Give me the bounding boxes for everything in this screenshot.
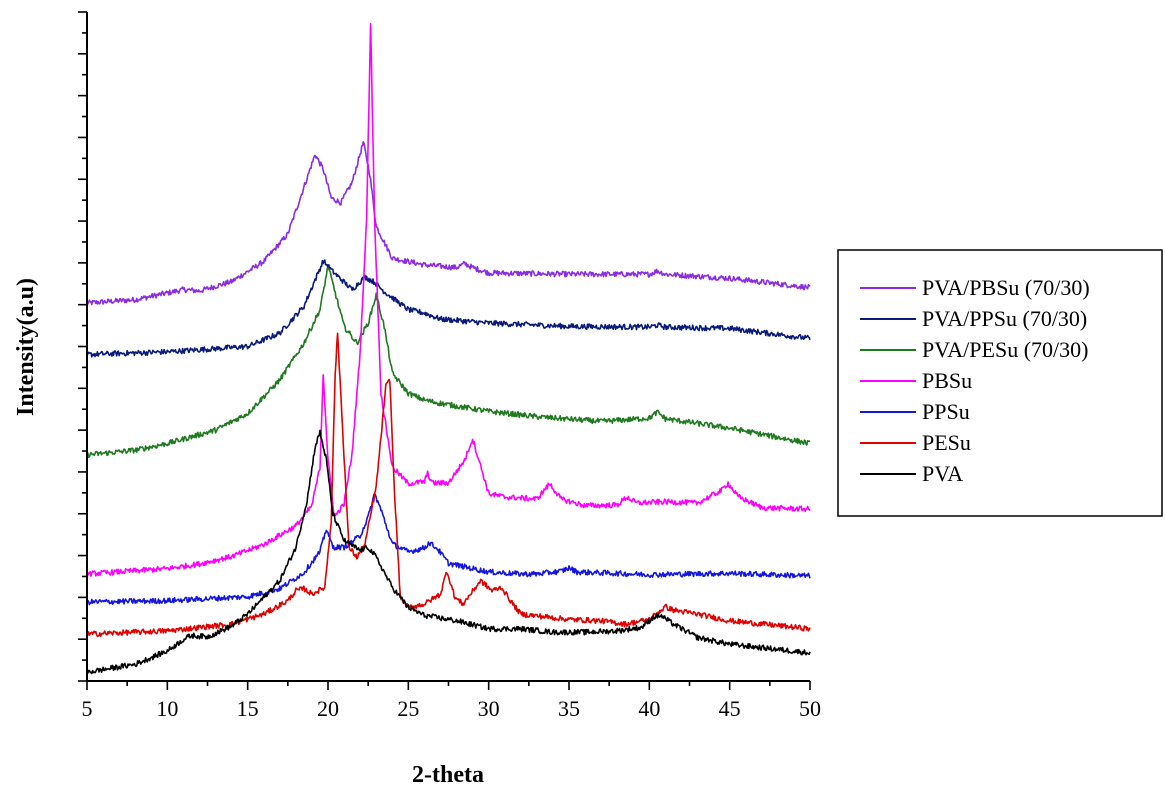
x-tick-label: 20 (317, 696, 339, 721)
legend-label: PBSu (922, 368, 972, 393)
x-tick-labels: 5 10 15 20 25 30 35 40 45 50 (82, 696, 822, 721)
x-axis-title: 2-theta (412, 762, 484, 785)
series-line-7 (86, 429, 811, 675)
legend-label: PVA/PESu (70/30) (922, 337, 1088, 362)
legend-label: PVA/PBSu (70/30) (922, 275, 1090, 300)
x-tick-label: 35 (558, 696, 580, 721)
legend-items: PVA/PBSu (70/30) PVA/PPSu (70/30) PVA/PESu… (860, 275, 1090, 486)
series-line-5 (86, 492, 811, 606)
x-tick-label: 40 (638, 696, 660, 721)
axes (78, 11, 811, 690)
plot-lines (86, 22, 811, 675)
legend-label: PVA/PPSu (70/30) (922, 306, 1087, 331)
x-tick-label: 5 (82, 696, 93, 721)
legend-label: PPSu (922, 399, 970, 424)
x-tick-label: 15 (237, 696, 259, 721)
legend-label: PVA (922, 461, 963, 486)
series-line-4 (86, 22, 811, 578)
x-tick-label: 50 (799, 696, 821, 721)
series-line-3 (86, 267, 811, 459)
legend-label: PESu (922, 430, 971, 455)
x-tick-label: 45 (719, 696, 741, 721)
legend-box (837, 249, 1163, 517)
series-line-6 (86, 332, 811, 638)
x-tick-label: 10 (156, 696, 178, 721)
series-line-2 (86, 259, 811, 358)
x-tick-label: 30 (478, 696, 500, 721)
series-line-1 (86, 141, 811, 306)
y-axis-title: Intensity(a.u) (13, 278, 39, 416)
x-tick-label: 25 (397, 696, 419, 721)
legend: PVA/PBSu (70/30) PVA/PPSu (70/30) PVA/PESu… (837, 249, 1163, 517)
